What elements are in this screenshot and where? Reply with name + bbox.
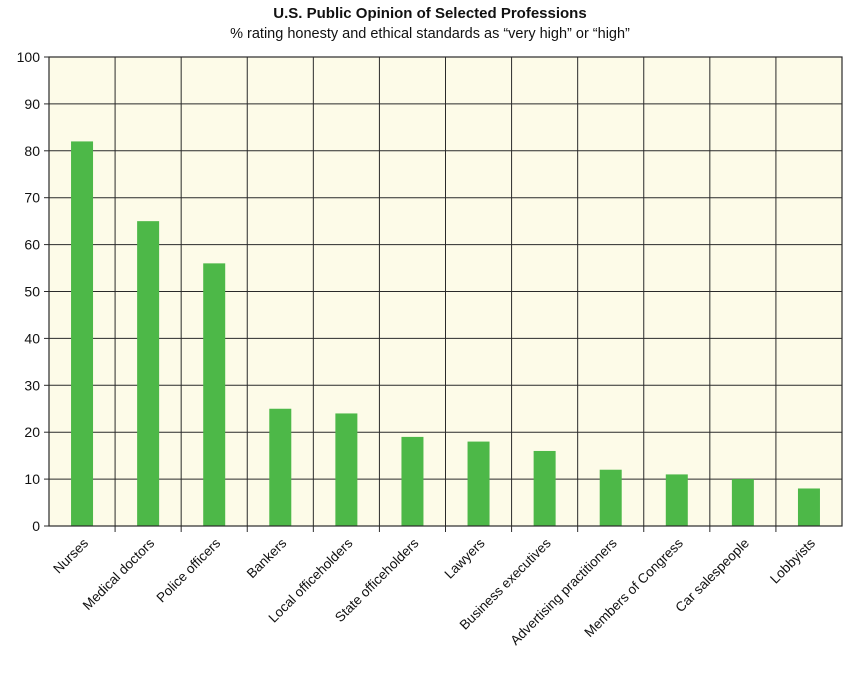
x-tick-label: Lawyers [442,535,488,581]
y-tick-label: 40 [24,330,40,346]
bar [533,450,556,526]
x-tick-label: Lobbyists [767,535,818,586]
y-tick-label: 30 [24,377,40,393]
x-tick-label: Advertising practitioners [507,535,620,648]
bar [401,436,424,526]
y-tick-label: 0 [32,518,40,534]
y-tick-label: 100 [17,49,41,65]
bar [335,413,358,526]
plot-frame [48,56,843,527]
bar [731,479,754,526]
y-tick-label: 80 [24,143,40,159]
x-tick-label: Nurses [50,535,91,576]
bar [797,488,820,526]
x-tick-label: Bankers [244,535,290,581]
y-tick-label: 60 [24,237,40,253]
y-tick-label: 90 [24,96,40,112]
grid [49,56,842,532]
chart-title: U.S. Public Opinion of Selected Professi… [273,5,587,22]
y-axis: 0 10 20 30 40 50 60 70 80 90 100 [17,49,49,534]
bar [467,441,490,526]
chart-subtitle: % rating honesty and ethical standards a… [230,26,630,42]
y-tick-label: 10 [24,471,40,487]
y-tick-label: 20 [24,424,40,440]
x-tick-label: Police officers [153,535,223,605]
bar [71,141,94,527]
bar [137,221,160,526]
bar [665,474,688,526]
y-tick-label: 70 [24,190,40,206]
x-tick-label: Medical doctors [80,535,158,613]
bar [203,263,226,526]
bar [269,408,292,526]
y-tick-label: 50 [24,284,40,300]
bar [599,469,622,526]
bars [71,141,820,527]
